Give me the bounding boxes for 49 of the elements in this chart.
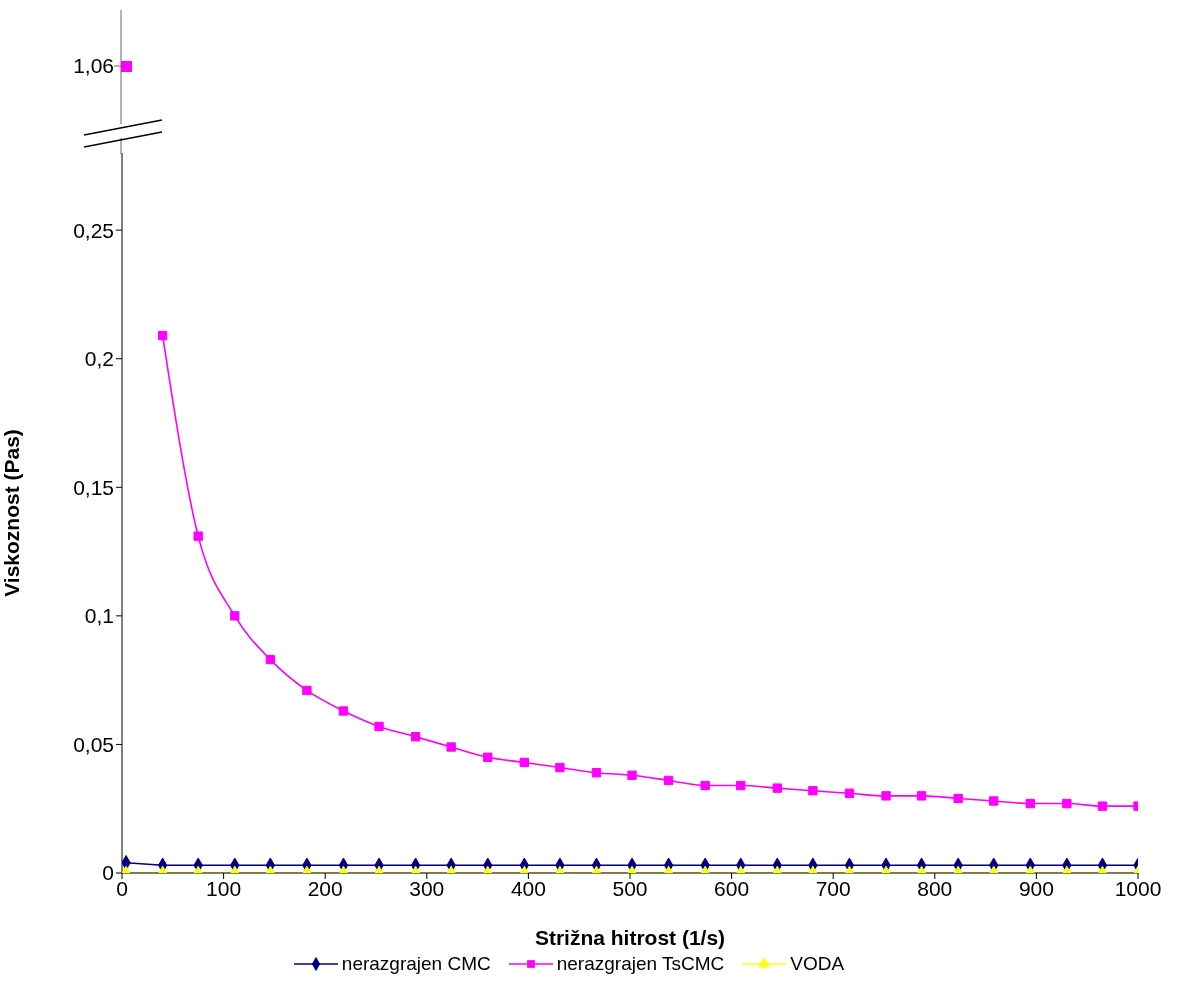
legend-label: VODA <box>790 953 845 975</box>
x-tick-label: 500 <box>612 876 648 900</box>
y-tick-label: 0,05 <box>73 732 114 756</box>
x-axis-title: Strižna hitrost (1/s) <box>534 926 726 949</box>
x-tick-label: 800 <box>917 876 953 900</box>
legend-label: nerazgrajen CMC <box>341 953 491 975</box>
point <box>338 706 349 716</box>
y-tick-label: 0,15 <box>73 475 114 499</box>
x-tick-label: 200 <box>307 876 343 900</box>
x-tick-label: 300 <box>409 876 445 900</box>
point <box>881 791 891 801</box>
point <box>700 780 710 791</box>
legend-label: nerazgrajen TsCMC <box>556 953 725 975</box>
y-tick-label: 0,25 <box>73 218 114 242</box>
point <box>736 780 746 791</box>
point <box>410 732 421 742</box>
point <box>1062 798 1072 809</box>
x-tick-label: 1000 <box>1114 876 1162 900</box>
point <box>555 762 565 773</box>
y-tick-label: 0 <box>102 861 114 885</box>
x-tick-label: 700 <box>815 876 851 900</box>
point <box>519 757 530 768</box>
y-axis-title: Viskoznost (Pas) <box>0 429 24 597</box>
point <box>374 721 384 732</box>
point <box>591 768 602 778</box>
point <box>446 742 456 752</box>
point <box>627 770 637 780</box>
point <box>483 752 493 762</box>
point <box>193 531 203 541</box>
point <box>808 786 818 796</box>
point <box>772 783 782 793</box>
y-tick-label: 0,1 <box>84 604 114 628</box>
point <box>663 775 674 786</box>
point <box>157 330 168 341</box>
point <box>265 654 276 665</box>
point <box>953 793 963 804</box>
point <box>1025 798 1035 809</box>
x-tick-label: 400 <box>510 876 546 900</box>
x-tick-label: 100 <box>206 876 242 900</box>
point <box>916 791 927 801</box>
y-tick-label: 0,2 <box>84 347 114 371</box>
point <box>302 685 312 696</box>
point <box>989 796 999 806</box>
point <box>1097 801 1108 811</box>
point <box>230 611 240 621</box>
x-tick-label: 900 <box>1018 876 1054 900</box>
x-tick-label: 600 <box>714 876 750 900</box>
point <box>844 788 855 798</box>
text: 1,06 <box>73 54 114 78</box>
